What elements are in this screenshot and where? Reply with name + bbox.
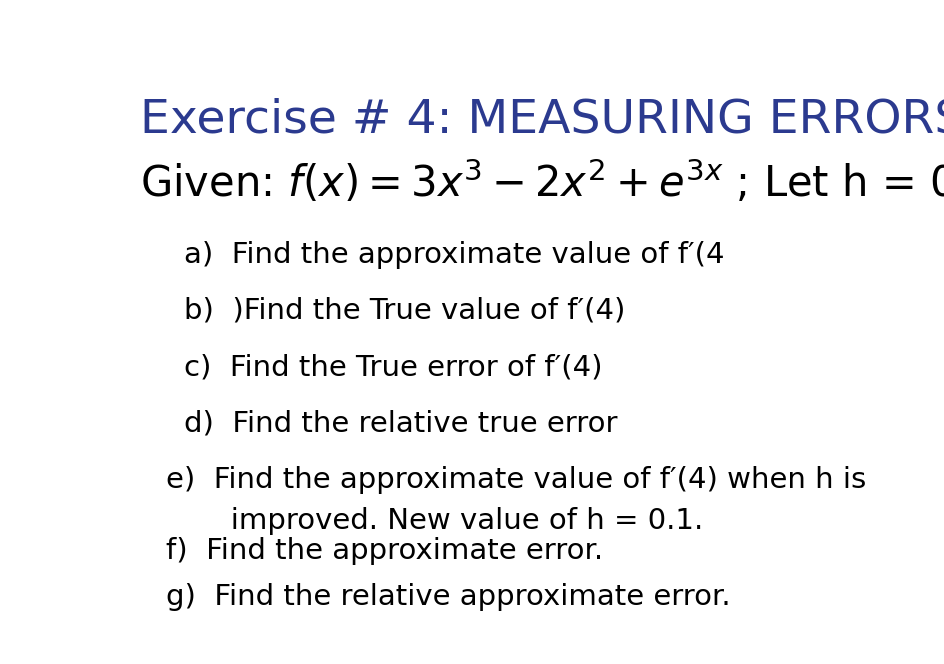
Text: c)  Find the True error of f′(4): c) Find the True error of f′(4)	[184, 353, 602, 381]
Text: Exercise # 4: MEASURING ERRORS: Exercise # 4: MEASURING ERRORS	[140, 98, 944, 143]
Text: d)  Find the relative true error: d) Find the relative true error	[184, 410, 617, 438]
Text: a)  Find the approximate value of f′(4: a) Find the approximate value of f′(4	[184, 241, 724, 269]
Text: e)  Find the approximate value of f′(4) when h is
       improved. New value of : e) Find the approximate value of f′(4) w…	[165, 465, 866, 535]
Text: f)  Find the approximate error.: f) Find the approximate error.	[165, 537, 602, 565]
Text: g)  Find the relative approximate error.: g) Find the relative approximate error.	[165, 583, 730, 612]
Text: b)  )Find the True value of f′(4): b) )Find the True value of f′(4)	[184, 297, 625, 325]
Text: Given: $f(x) = 3x^3 - 2x^2 + e^{3x}$ ; Let h = 0.5: Given: $f(x) = 3x^3 - 2x^2 + e^{3x}$ ; L…	[140, 159, 944, 207]
